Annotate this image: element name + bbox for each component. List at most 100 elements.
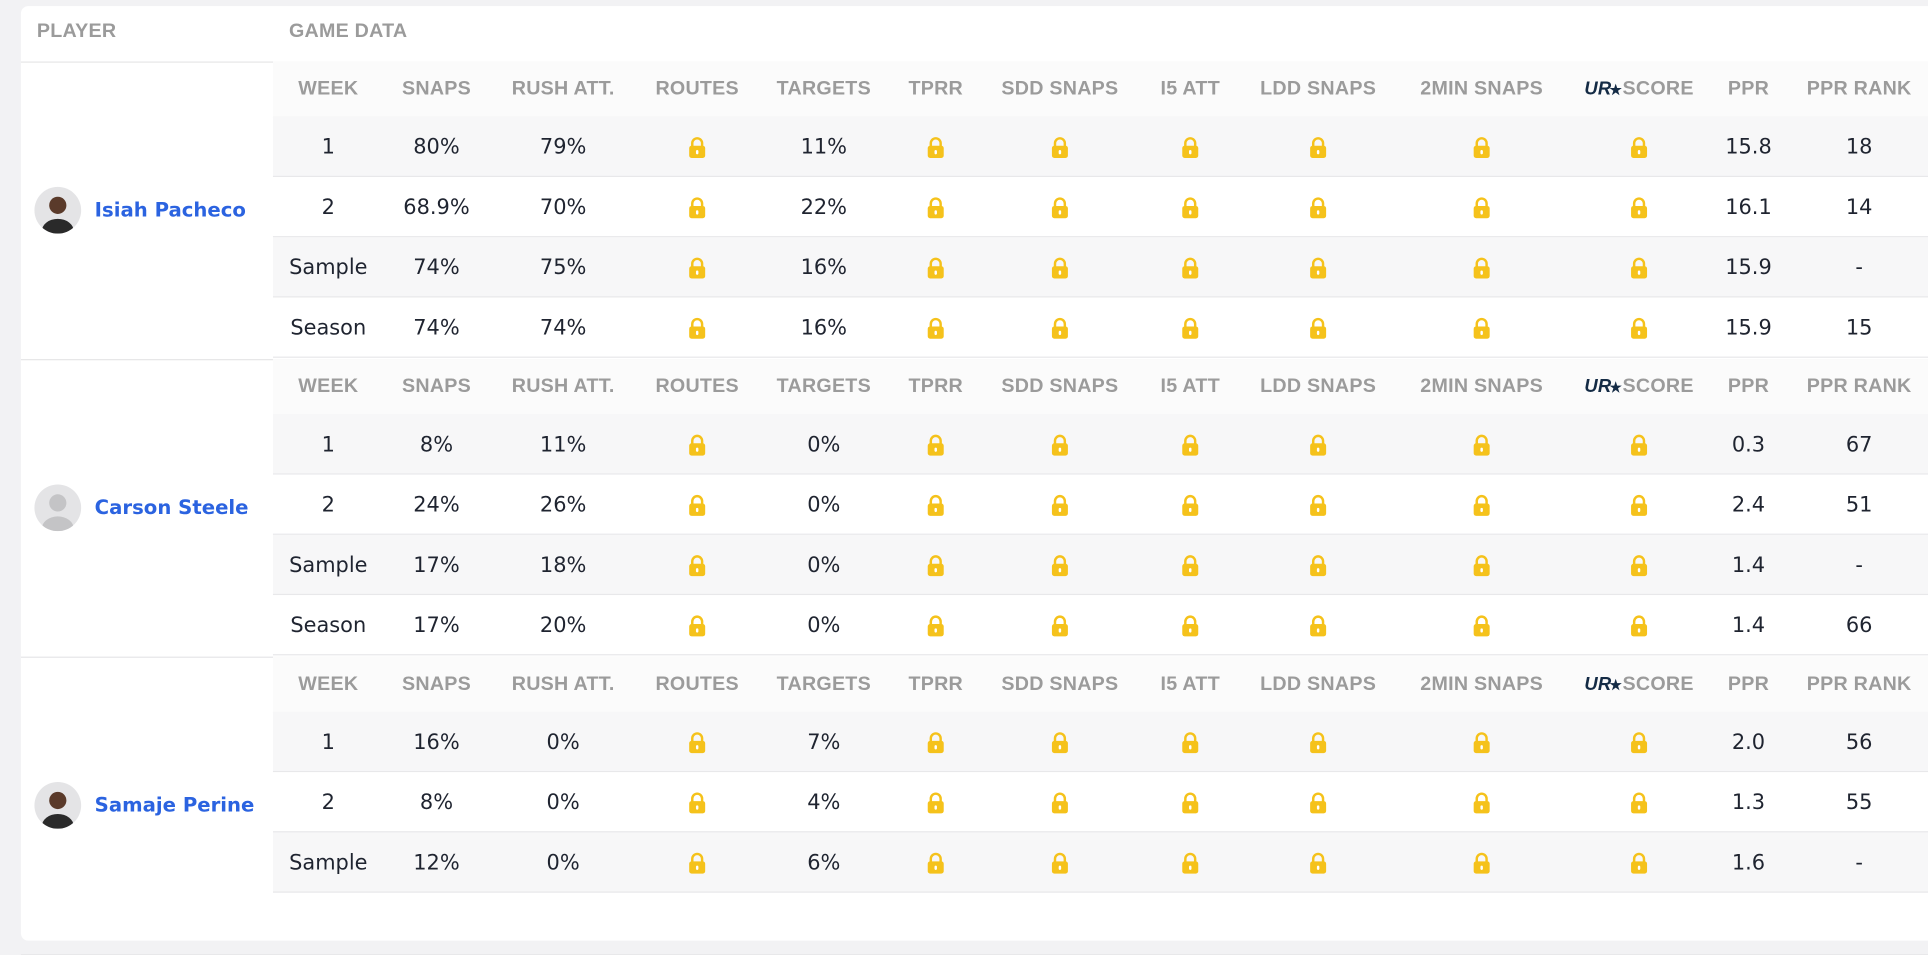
lock-icon [689,494,706,516]
lock-icon [1182,136,1199,158]
locked-cell [1129,595,1252,655]
lock-icon [1182,852,1199,874]
data-cell: 4% [807,790,841,815]
locked-cell [1129,237,1252,297]
data-cell: 0% [546,790,580,815]
locked-cell [1129,475,1252,535]
data-cell: 1 [321,134,335,160]
lock-icon [1473,494,1490,516]
lock-icon [1051,554,1068,576]
lock-icon [1051,434,1068,455]
column-label: 2MIN SNAPS [1420,673,1544,695]
column-header: LDD SNAPS [1232,657,1404,712]
lock-icon [1473,136,1490,158]
lock-icon [927,317,944,339]
column-header: WEEK [242,61,414,116]
locked-cell [636,535,759,595]
data-row [272,177,1928,238]
locked-cell [1129,298,1252,358]
data-row [272,237,1928,298]
lock-icon [1310,434,1327,455]
locked-cell [874,117,997,177]
locked-cell [874,298,997,358]
column-label: TPRR [908,375,963,397]
locked-cell [1578,772,1701,832]
data-cell: 75% [539,255,587,280]
column-header: RUSH ATT. [477,359,649,414]
column-label: LDD SNAPS [1260,78,1377,99]
data-row [272,595,1928,656]
locked-cell [1578,298,1701,358]
data-cell: 70% [539,194,587,220]
locked-cell [1578,535,1701,595]
data-cell: Season [290,315,367,340]
column-label: PPR RANK [1806,78,1912,99]
lock-icon [927,554,944,576]
lock-icon [1051,257,1068,278]
data-row [272,711,1928,773]
lock-icon [1473,257,1490,278]
locked-cell [1257,117,1380,177]
lock-icon [1631,554,1648,576]
locked-cell [998,237,1121,297]
lock-icon [689,852,706,874]
locked-cell [874,177,997,237]
data-cell: 1 [321,432,335,457]
locked-cell [1578,117,1701,177]
data-cell: 55 [1845,790,1873,815]
column-header: TPRR [850,61,1022,116]
locked-cell [1129,414,1252,474]
data-cell: 74% [413,315,460,340]
locked-cell [636,177,759,237]
column-label: I5 ATT [1160,78,1220,99]
column-header: ROUTES [611,657,783,712]
column-label: PPR [1727,375,1770,397]
data-cell: 18 [1845,134,1873,160]
column-label: 2MIN SNAPS [1420,375,1544,397]
column-label: PPR RANK [1806,375,1912,397]
locked-cell [1420,237,1543,297]
locked-cell [998,298,1121,358]
data-cell: 17% [413,612,460,638]
locked-cell [874,475,997,535]
column-header: 2MIN SNAPS [1396,359,1568,414]
lock-icon [1631,434,1648,455]
data-cell: 74% [539,315,587,340]
data-cell: 15.8 [1725,134,1772,160]
data-cell: 24% [413,492,460,518]
player-name: Isiah Pacheco [94,197,246,222]
locked-cell [1578,832,1701,892]
column-label: RUSH ATT. [511,375,615,397]
locked-cell [1257,177,1380,237]
column-header: UR SCORE [1553,657,1725,712]
column-label: WEEK [298,78,359,99]
locked-cell [636,298,759,358]
data-cell: Sample [289,255,368,280]
data-cell: 80% [413,134,460,160]
data-cell: 1.4 [1731,612,1766,638]
lock-icon [1473,852,1490,874]
data-cell: Sample [289,552,368,578]
column-header-row [272,61,1928,117]
avatar-silhouette [41,494,74,532]
locked-cell [1420,595,1543,655]
data-cell: 16% [800,255,848,280]
locked-cell [874,237,997,297]
data-cell: 1.6 [1731,850,1766,875]
lock-icon [1310,257,1327,278]
column-header: PPR RANK [1773,359,1928,414]
column-header: TARGETS [738,359,910,414]
page: {"header":{"player":"PLAYER","game_data"… [20,6,1928,955]
lock-icon [927,257,944,278]
data-cell: 2.4 [1731,492,1766,518]
column-label: PPR [1727,673,1770,695]
data-cell: 16.1 [1725,194,1772,220]
column-header: TARGETS [738,61,910,116]
locked-cell [1257,475,1380,535]
column-header: UR SCORE [1553,359,1725,414]
locked-cell [874,414,997,474]
data-cell: 18% [539,552,587,578]
lock-icon [1631,136,1648,158]
lock-icon [1182,554,1199,576]
lock-icon [1631,852,1648,874]
